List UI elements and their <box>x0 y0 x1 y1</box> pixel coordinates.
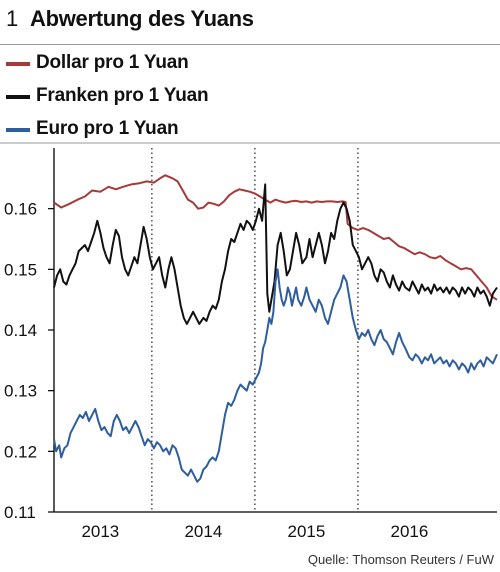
x-tick-label-2016: 2016 <box>391 522 429 541</box>
y-tick-label-1: 0.12 <box>4 442 37 461</box>
y-tick-label-4: 0.15 <box>4 260 37 279</box>
x-tick-label-2015: 2015 <box>287 522 325 541</box>
series-line-dollar <box>53 174 498 301</box>
x-tick-label-2014: 2014 <box>184 522 222 541</box>
y-tick-label-0: 0.11 <box>4 503 36 522</box>
series-line-franken <box>53 183 498 325</box>
title-divider <box>0 44 500 45</box>
legend-swatch-dollar <box>6 62 30 66</box>
y-tick-label-2: 0.13 <box>4 382 37 401</box>
figure-number: 1 <box>6 6 19 31</box>
y-tick-label-3: 0.14 <box>4 321 37 340</box>
source-note: Quelle: Thomson Reuters / FuW <box>307 552 494 567</box>
line-chart: 0.11 0.12 0.13 0.14 0.15 0.16 2013 2014 2015 2016 <box>0 142 500 541</box>
chart-header: 1 Abwertung des Yuans <box>0 0 500 44</box>
series-line-euro <box>53 268 498 483</box>
legend-label-dollar: Dollar pro 1 Yuan <box>36 52 189 73</box>
legend-label-euro: Euro pro 1 Yuan <box>36 118 179 139</box>
y-tick-label-5: 0.16 <box>4 200 37 219</box>
legend-swatch-franken <box>6 95 30 99</box>
x-tick-label-2013: 2013 <box>81 522 119 541</box>
legend-label-franken: Franken pro 1 Yuan <box>36 85 209 106</box>
legend-swatch-euro <box>6 128 30 132</box>
chart-title: Abwertung des Yuans <box>30 6 254 31</box>
